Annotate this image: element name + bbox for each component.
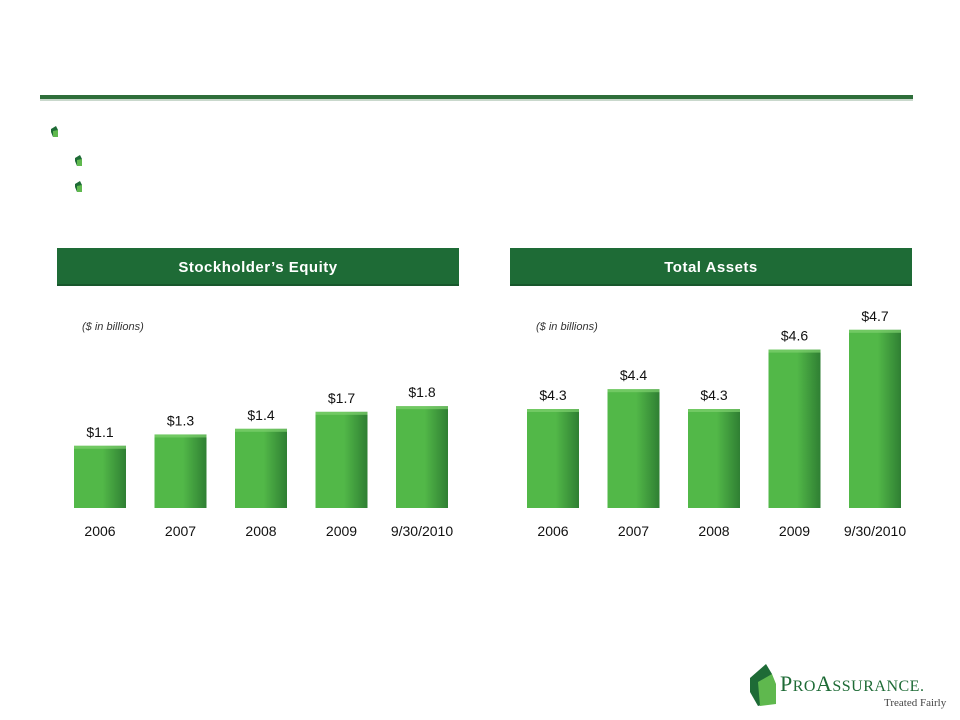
bar [688,409,740,508]
logo-brand: PROASSURANCE. [780,671,925,696]
bar-group [235,428,287,508]
leaf-bullet-icon [75,181,82,192]
bar-value-label: $4.3 [539,387,566,403]
leaf-bullet-icon [51,126,58,137]
bar-highlight [74,445,126,449]
x-tick-label: 2009 [779,523,810,539]
x-tick-label: 2009 [326,523,357,539]
bar-highlight [396,406,448,410]
bar [235,428,287,508]
bar-value-label: $1.1 [86,424,113,440]
bar [315,411,368,508]
bar-group [688,409,740,508]
header-rule-shadow [40,99,913,101]
bar-value-label: $1.8 [408,384,435,400]
bar [768,349,821,508]
bar-value-label: $4.3 [700,387,727,403]
assets-chart-title: Total Assets [510,248,912,286]
assets-bar-chart: $4.3 2006 $4.4 2007 $4.3 2008 $4.6 2009 $4.7 9/30… [527,308,906,539]
bar-highlight [688,409,740,412]
assets-chart-note: ($ in billions) [536,321,598,333]
bar-value-label: $1.3 [167,412,194,428]
x-tick-label: 2008 [245,523,276,539]
bar-group [849,329,901,508]
bar-group [768,349,821,508]
bar-group [527,409,579,508]
x-tick-label: 2006 [84,523,115,539]
bar-group [607,389,660,508]
bar-value-label: $4.7 [861,308,888,324]
bar-group [396,406,448,508]
x-tick-label: 2008 [698,523,729,539]
bar-value-label: $4.6 [781,328,808,344]
bar [396,406,448,508]
bar-highlight [607,389,660,393]
proassurance-logo-icon [750,664,776,706]
bar-group [154,434,207,508]
bar-value-label: $1.4 [247,407,274,423]
equity-chart-note: ($ in billions) [82,321,144,333]
x-tick-label: 9/30/2010 [391,523,453,539]
bar-highlight [315,411,368,415]
bar-highlight [849,329,901,333]
bar-highlight [235,428,287,432]
bar [527,409,579,508]
equity-chart-title: Stockholder’s Equity [57,248,459,286]
bar-highlight [154,434,207,438]
bar-value-label: $1.7 [328,390,355,406]
x-tick-label: 2007 [618,523,649,539]
bar [154,434,207,508]
bar-group [74,445,126,508]
bar-value-label: $4.4 [620,367,647,383]
bar-group [315,411,368,508]
equity-bar-chart: $1.1 2006 $1.3 2007 $1.4 2008 $1.7 2009 $1.8 9/30… [74,384,453,539]
leaf-bullet-icon [75,155,82,166]
bar [74,445,126,508]
x-tick-label: 2007 [165,523,196,539]
bar-highlight [527,409,579,412]
bar [849,329,901,508]
x-tick-label: 9/30/2010 [844,523,906,539]
logo-tagline: Treated Fairly [884,697,947,709]
bar [607,389,660,508]
bar-highlight [768,349,821,353]
header-rule [40,95,913,99]
x-tick-label: 2006 [537,523,568,539]
